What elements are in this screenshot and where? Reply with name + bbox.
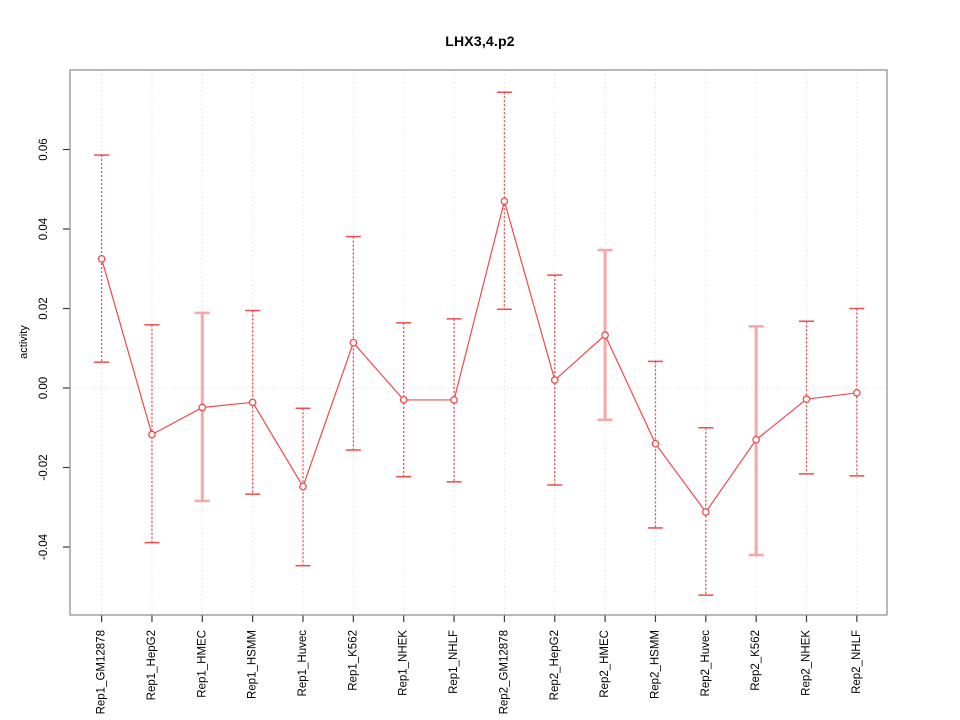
series-line bbox=[101, 198, 857, 514]
data-point bbox=[752, 435, 761, 444]
data-point bbox=[399, 396, 408, 404]
data-point bbox=[701, 508, 710, 516]
chart-title: LHX3,4.p2 bbox=[445, 33, 515, 49]
x-tick-label: Rep1_GM12878 bbox=[96, 630, 108, 714]
data-point bbox=[601, 331, 609, 339]
data-point bbox=[248, 398, 257, 407]
data-point bbox=[97, 254, 106, 263]
x-tick-label: Rep2_HMEC bbox=[599, 630, 611, 698]
x-tick-label: Rep1_NHLF bbox=[448, 630, 460, 694]
y-tick-label: 0.02 bbox=[38, 297, 50, 319]
data-point bbox=[349, 338, 358, 347]
x-tick-label: Rep1_NHEK bbox=[398, 630, 410, 696]
x-tick-label: Rep2_Huvec bbox=[700, 630, 712, 697]
x-tick-label: Rep1_HSMM bbox=[247, 630, 259, 699]
data-point bbox=[852, 388, 861, 397]
data-point bbox=[802, 395, 811, 403]
x-tick-label: Rep2_NHEK bbox=[801, 630, 813, 696]
x-tick-label: Rep2_HSMM bbox=[649, 630, 661, 699]
y-tick-label: 0.04 bbox=[38, 217, 50, 240]
x-tick-label: Rep1_Huvec bbox=[297, 630, 309, 697]
data-point bbox=[148, 430, 156, 439]
x-tick-label: Rep1_HMEC bbox=[196, 630, 208, 698]
data-point bbox=[450, 396, 458, 404]
y-tick-label: 0.06 bbox=[38, 138, 50, 160]
data-point bbox=[651, 439, 660, 448]
y-tick-label: 0.00 bbox=[38, 377, 50, 399]
x-tick-label: Rep2_NHLF bbox=[851, 630, 863, 694]
x-tick-label: Rep1_HepG2 bbox=[146, 630, 158, 700]
data-point bbox=[198, 403, 207, 412]
y-tick-label: -0.04 bbox=[38, 533, 50, 560]
x-tick-label: Rep2_GM12878 bbox=[498, 630, 510, 714]
data-point bbox=[299, 482, 307, 491]
plot-border bbox=[69, 69, 888, 616]
data-point bbox=[500, 197, 509, 206]
x-tick-label: Rep1_K562 bbox=[347, 630, 359, 691]
x-tick-label: Rep2_HepG2 bbox=[549, 630, 561, 700]
y-tick-label: -0.02 bbox=[38, 454, 50, 480]
data-point bbox=[550, 376, 559, 384]
x-tick-label: Rep2_K562 bbox=[750, 630, 762, 691]
